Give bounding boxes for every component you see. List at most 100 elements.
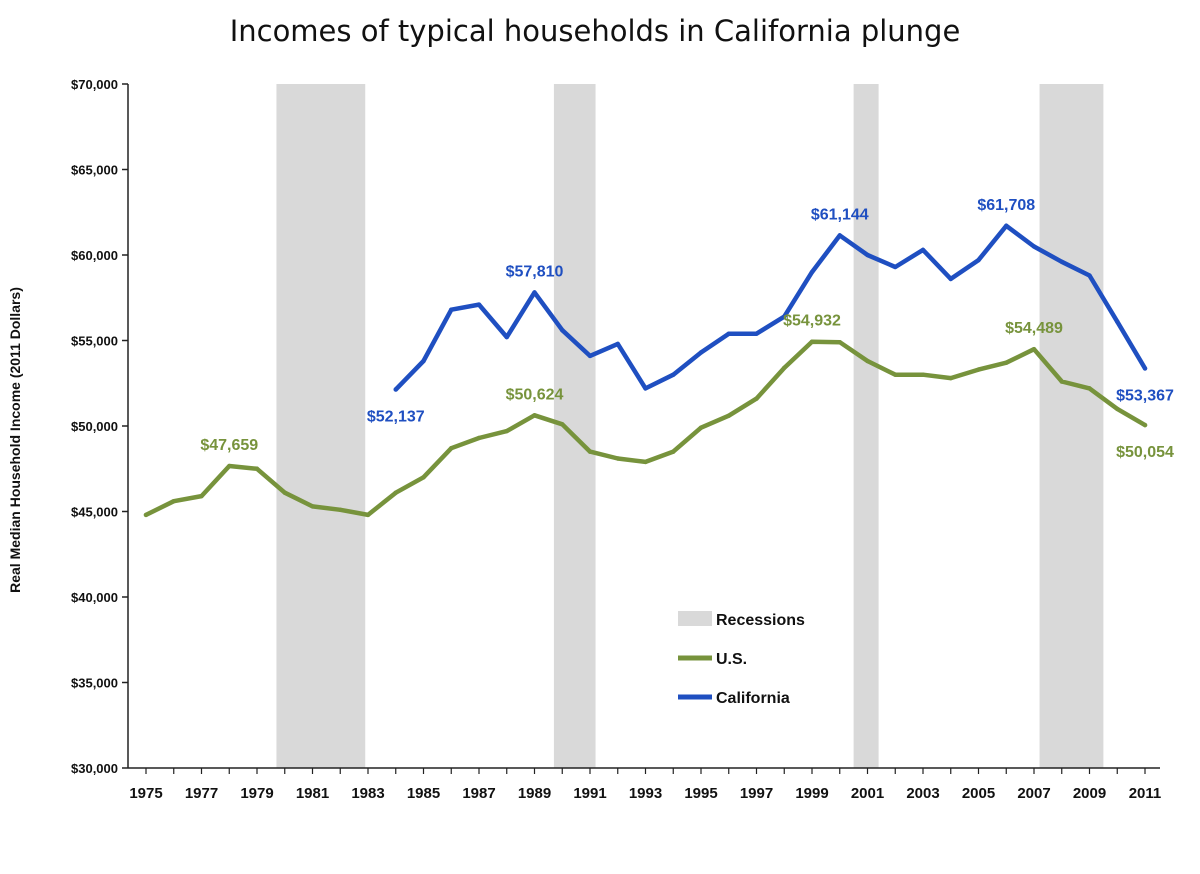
data-label: $61,144 bbox=[811, 206, 869, 223]
data-point-california bbox=[976, 257, 981, 263]
data-label: $54,489 bbox=[1005, 320, 1063, 337]
data-label: $52,137 bbox=[367, 408, 425, 425]
data-label: $47,659 bbox=[200, 437, 258, 454]
data-point-california bbox=[1059, 259, 1064, 265]
y-tick-label: $65,000 bbox=[71, 163, 118, 178]
data-point-u-s bbox=[1031, 347, 1037, 352]
data-point-u-s bbox=[143, 512, 149, 518]
data-point-california bbox=[920, 247, 926, 253]
chart-title: Incomes of typical households in Califor… bbox=[229, 14, 961, 48]
legend-label-recessions: Recessions bbox=[716, 612, 805, 629]
y-tick-label: $45,000 bbox=[71, 505, 118, 520]
y-tick-label: $50,000 bbox=[71, 419, 118, 434]
x-tick-label: 1985 bbox=[407, 785, 440, 802]
data-point-california bbox=[560, 328, 565, 333]
data-label: $57,810 bbox=[506, 263, 564, 280]
x-tick-label: 2005 bbox=[962, 785, 995, 802]
data-label: $50,054 bbox=[1116, 444, 1174, 461]
data-label: $54,932 bbox=[783, 313, 841, 330]
data-point-california bbox=[671, 372, 676, 377]
data-point-california bbox=[1004, 223, 1009, 228]
legend-label-california: California bbox=[716, 690, 790, 707]
data-point-california bbox=[449, 307, 454, 312]
data-label: $53,367 bbox=[1116, 387, 1174, 404]
data-point-u-s bbox=[698, 425, 704, 430]
data-point-u-s bbox=[393, 490, 398, 495]
y-tick-label: $30,000 bbox=[71, 761, 118, 776]
x-tick-label: 1995 bbox=[684, 785, 717, 802]
x-tick-label: 2007 bbox=[1017, 785, 1050, 802]
data-point-california bbox=[504, 334, 509, 340]
data-point-u-s bbox=[920, 372, 926, 377]
data-point-u-s bbox=[1059, 379, 1064, 384]
x-tick-label: 1997 bbox=[740, 785, 773, 802]
series-lines bbox=[143, 223, 1148, 518]
data-point-u-s bbox=[948, 375, 953, 381]
data-point-u-s bbox=[310, 504, 315, 509]
data-point-california bbox=[754, 331, 759, 336]
legend-label-us: U.S. bbox=[716, 651, 747, 668]
x-tick-label: 1981 bbox=[296, 785, 329, 802]
data-point-u-s bbox=[338, 507, 343, 512]
data-point-u-s bbox=[643, 459, 648, 465]
recession-band-0 bbox=[276, 84, 366, 768]
y-tick-label: $55,000 bbox=[71, 334, 118, 349]
y-ticks: $30,000 $35,000 $40,000 $45,000 $50,000 $55,0… bbox=[71, 77, 128, 776]
data-point-u-s bbox=[615, 456, 620, 461]
data-point-u-s bbox=[254, 466, 260, 471]
x-tick-label: 1975 bbox=[129, 785, 162, 802]
series-line-california bbox=[393, 223, 1148, 392]
y-tick-label: $70,000 bbox=[71, 77, 118, 92]
data-point-california bbox=[421, 358, 426, 364]
data-point-california bbox=[615, 341, 620, 347]
recession-band-1 bbox=[553, 84, 596, 768]
data-point-u-s bbox=[865, 358, 870, 364]
data-label: $50,624 bbox=[506, 386, 564, 403]
y-axis-label: Real Median Household Income (2011 Dolla… bbox=[7, 287, 23, 593]
data-point-california bbox=[1087, 273, 1092, 278]
data-point-u-s bbox=[171, 499, 176, 504]
recession-band-3 bbox=[1039, 84, 1104, 768]
x-tick-label: 1991 bbox=[573, 785, 606, 802]
data-point-california bbox=[809, 269, 815, 275]
data-point-u-s bbox=[976, 367, 981, 372]
data-point-u-s bbox=[754, 396, 759, 401]
x-tick-label: 1989 bbox=[518, 785, 551, 802]
x-tick-label: 1999 bbox=[795, 785, 828, 802]
x-tick-label: 1987 bbox=[462, 785, 495, 802]
x-ticks: 1975 1977 1979 1981 1983 1985 1987 1989 1991 1993… bbox=[129, 768, 1161, 802]
data-point-u-s bbox=[837, 340, 842, 345]
data-point-california bbox=[643, 386, 648, 391]
data-point-u-s bbox=[421, 475, 426, 480]
data-point-california bbox=[476, 302, 482, 307]
data-point-u-s bbox=[504, 428, 509, 434]
x-tick-label: 1983 bbox=[351, 785, 384, 802]
x-tick-label: 1977 bbox=[185, 785, 218, 802]
data-point-california bbox=[726, 331, 731, 336]
x-tick-label: 2009 bbox=[1073, 785, 1106, 802]
data-point-u-s bbox=[532, 413, 537, 418]
data-point-u-s bbox=[560, 422, 565, 427]
data-point-california bbox=[893, 264, 898, 270]
data-point-u-s bbox=[782, 365, 787, 371]
data-point-u-s bbox=[893, 372, 898, 377]
data-point-u-s bbox=[587, 449, 593, 454]
x-tick-label: 1979 bbox=[240, 785, 273, 802]
data-point-california bbox=[1115, 319, 1120, 324]
legend: Recessions U.S. California bbox=[678, 611, 805, 707]
legend-swatch-recessions bbox=[678, 611, 712, 626]
y-tick-label: $35,000 bbox=[71, 676, 118, 691]
x-tick-label: 2001 bbox=[851, 785, 884, 802]
data-point-u-s bbox=[365, 512, 371, 518]
data-point-u-s bbox=[809, 339, 815, 344]
x-tick-label: 2003 bbox=[906, 785, 939, 802]
data-point-california bbox=[837, 233, 842, 238]
y-tick-label: $40,000 bbox=[71, 590, 118, 605]
x-tick-label: 1993 bbox=[629, 785, 662, 802]
data-point-u-s bbox=[199, 493, 204, 499]
data-point-california bbox=[698, 350, 704, 355]
data-point-u-s bbox=[1004, 360, 1009, 365]
data-point-u-s bbox=[449, 446, 454, 451]
recession-bands bbox=[276, 84, 1104, 768]
data-point-u-s bbox=[1115, 406, 1120, 412]
